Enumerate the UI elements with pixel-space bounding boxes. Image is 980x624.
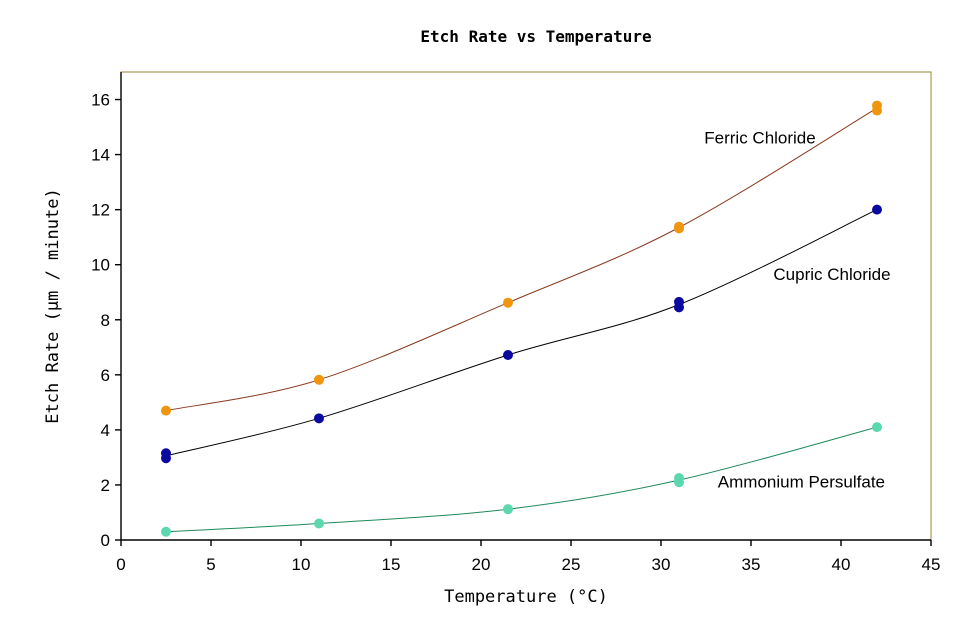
data-point: [503, 504, 513, 515]
x-axis: 0 5 10 15 20 25 30 35 40 45: [116, 539, 941, 574]
series-ferric-chloride: [161, 100, 882, 416]
y-tick-label: 10: [91, 256, 110, 275]
series-ammonium-persulfate: [161, 422, 882, 537]
x-tick-label: 20: [472, 555, 491, 574]
y-axis: 0 2 4 6 8 10 12 14 16: [91, 72, 122, 550]
data-point: [503, 350, 513, 361]
y-tick-label: 4: [101, 421, 110, 440]
y-tick-label: 6: [101, 366, 110, 385]
x-tick-label: 15: [382, 555, 401, 574]
data-point: [674, 221, 684, 232]
x-tick-label: 35: [742, 555, 761, 574]
x-tick-label: 5: [206, 555, 215, 574]
data-point: [161, 448, 171, 459]
chart-title: Etch Rate vs Temperature: [420, 27, 651, 46]
series-cupric-chloride: [161, 204, 882, 464]
data-point: [161, 526, 171, 537]
data-point: [872, 204, 882, 215]
y-tick-label: 14: [91, 146, 110, 165]
data-point: [314, 518, 324, 529]
x-tick-label: 25: [562, 555, 581, 574]
series-labels: Ferric Chloride Cupric Chloride Ammonium P…: [704, 129, 890, 492]
x-tick-label: 0: [116, 555, 125, 574]
data-point: [674, 296, 684, 307]
data-point: [872, 422, 882, 433]
series-layer: [161, 100, 882, 537]
data-point: [872, 100, 882, 111]
data-point: [503, 297, 513, 308]
y-tick-label: 8: [101, 311, 110, 330]
x-tick-label: 10: [292, 555, 311, 574]
data-point: [161, 405, 171, 416]
x-tick-label: 40: [832, 555, 851, 574]
y-tick-label: 0: [101, 531, 110, 550]
x-axis-label: Temperature (°C): [444, 587, 608, 607]
x-tick-label: 45: [922, 555, 941, 574]
series-line: [165, 107, 878, 412]
series-line: [165, 209, 878, 457]
data-point: [314, 374, 324, 385]
y-tick-label: 2: [101, 476, 110, 495]
y-axis-label: Etch Rate (μm / minute): [43, 188, 63, 423]
series-label: Cupric Chloride: [773, 265, 890, 284]
y-tick-label: 16: [91, 91, 110, 110]
x-tick-label: 30: [652, 555, 671, 574]
y-tick-label: 12: [91, 201, 110, 220]
series-label: Ferric Chloride: [704, 129, 815, 148]
data-point: [674, 473, 684, 484]
data-point: [314, 413, 324, 424]
series-label: Ammonium Persulfate: [718, 473, 885, 492]
